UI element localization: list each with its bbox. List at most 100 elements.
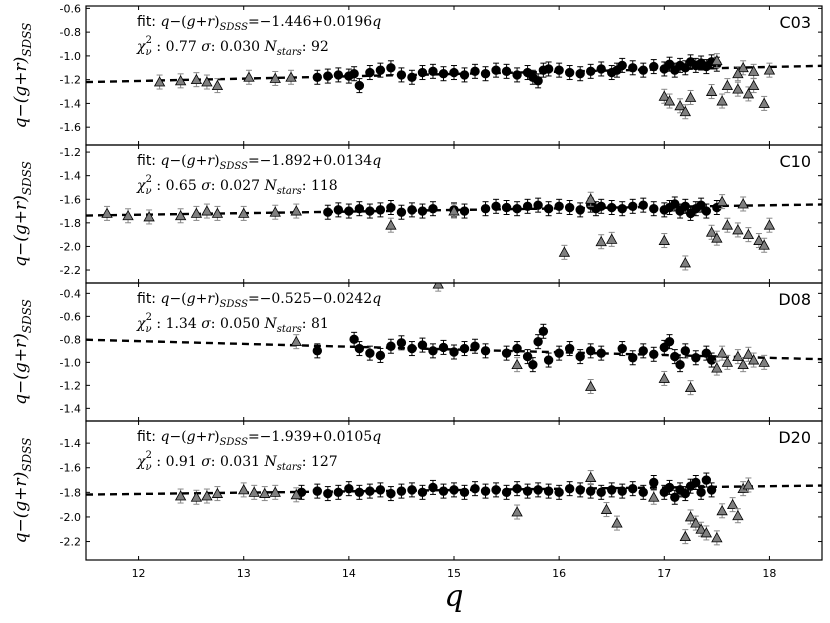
plot-area xyxy=(86,53,822,120)
data-point-circle xyxy=(449,485,459,495)
data-point-circle xyxy=(664,336,675,347)
x-tick-label: 14 xyxy=(342,567,356,580)
data-point-triangle xyxy=(658,234,670,245)
data-point-circle xyxy=(349,69,359,79)
data-point-triangle xyxy=(201,205,213,216)
data-point-circle xyxy=(438,486,449,496)
data-point-triangle xyxy=(385,219,397,230)
data-point-triangle xyxy=(674,99,686,111)
data-point-circle xyxy=(554,487,564,498)
data-point-circle xyxy=(522,351,533,362)
data-point-triangle xyxy=(705,226,718,237)
data-point-triangle xyxy=(558,246,571,257)
fit-annotation: fit: q−(g+r)SDSS=−1.939+0.0105q xyxy=(137,429,381,448)
data-point-triangle xyxy=(747,65,760,76)
data-point-triangle xyxy=(448,205,460,216)
data-point-triangle xyxy=(290,488,302,500)
data-point-circle xyxy=(628,353,638,363)
data-point-circle xyxy=(386,488,396,499)
data-point-circle xyxy=(564,483,575,494)
data-point-circle xyxy=(354,80,365,91)
data-point-circle xyxy=(512,483,522,494)
data-point-circle xyxy=(501,487,512,498)
data-point-circle xyxy=(459,70,470,80)
fit-line xyxy=(86,484,822,496)
data-point-circle xyxy=(501,66,512,77)
stats-annotation: χν2 : 1.34 σ: 0.050 Nstars: 81 xyxy=(136,312,329,335)
data-point-circle xyxy=(675,359,685,370)
data-point-circle xyxy=(596,487,606,498)
data-point-circle xyxy=(628,483,638,494)
y-axis-label: q−(g+r)SDSS xyxy=(11,161,34,267)
data-point-circle xyxy=(365,486,375,496)
panel-label: D08 xyxy=(778,290,811,309)
data-point-triangle xyxy=(600,503,613,514)
fit-annotation: fit: q−(g+r)SDSS=−0.525−0.0242q xyxy=(137,291,381,310)
data-point-circle xyxy=(691,353,701,363)
data-point-circle xyxy=(701,206,712,216)
data-point-circle xyxy=(491,65,501,75)
data-point-circle xyxy=(533,336,543,347)
data-point-triangle xyxy=(211,487,224,498)
data-point-circle xyxy=(480,203,491,214)
data-point-circle xyxy=(554,201,564,212)
stats-annotation: χν2 : 0.91 σ: 0.031 Nstars: 127 xyxy=(136,450,338,473)
y-tick-label: -1.0 xyxy=(60,356,81,369)
data-point-circle xyxy=(491,201,501,212)
y-tick-label: -0.8 xyxy=(60,26,81,39)
data-point-triangle xyxy=(732,224,744,235)
data-point-circle xyxy=(701,475,712,485)
data-point-circle xyxy=(554,65,564,75)
data-point-triangle xyxy=(101,207,113,218)
data-point-triangle xyxy=(711,362,723,373)
y-tick-label: -2.2 xyxy=(60,536,81,549)
data-point-triangle xyxy=(648,491,660,502)
y-tick-label: -2.2 xyxy=(60,264,81,277)
data-point-circle xyxy=(543,486,554,496)
data-point-circle xyxy=(596,201,606,212)
data-point-circle xyxy=(638,65,648,75)
data-point-circle xyxy=(585,346,596,356)
data-point-circle xyxy=(449,67,459,78)
data-point-triangle xyxy=(747,354,760,365)
y-tick-label: -1.0 xyxy=(60,50,81,63)
data-point-triangle xyxy=(732,83,744,94)
data-point-circle xyxy=(575,485,585,495)
data-point-circle xyxy=(344,206,354,216)
data-point-circle xyxy=(375,205,386,215)
data-point-circle xyxy=(396,207,407,217)
data-point-triangle xyxy=(742,88,755,99)
data-point-triangle xyxy=(742,479,755,490)
x-tick-label: 18 xyxy=(762,567,776,580)
y-tick-label: -1.4 xyxy=(60,170,81,183)
data-point-triangle xyxy=(658,372,670,383)
data-point-circle xyxy=(543,203,554,214)
y-tick-label: -0.6 xyxy=(60,2,81,15)
panel-c10: -1.2 -1.4 -1.6 -1.8 -2.0 -2.2 fit: q−(g+r)SDSS… xyxy=(11,144,823,284)
data-point-triangle xyxy=(585,471,597,482)
data-point-circle xyxy=(438,69,449,79)
data-point-circle xyxy=(428,346,438,356)
data-point-triangle xyxy=(238,207,250,218)
x-axis-label: q xyxy=(444,579,463,614)
data-point-circle xyxy=(533,485,543,495)
data-point-circle xyxy=(428,203,438,214)
y-tick-label: -1.4 xyxy=(60,437,81,450)
data-point-triangle xyxy=(511,358,523,370)
data-point-triangle xyxy=(711,54,723,66)
y-tick-label: -1.4 xyxy=(60,402,81,415)
y-axis-label: q−(g+r)SDSS xyxy=(11,438,34,544)
data-point-triangle xyxy=(606,233,618,244)
y-tick-label: -2.0 xyxy=(60,511,81,524)
data-point-triangle xyxy=(721,79,734,90)
data-point-circle xyxy=(617,60,627,71)
data-point-circle xyxy=(512,203,522,214)
data-point-triangle xyxy=(716,95,728,106)
data-point-circle xyxy=(354,487,365,498)
data-point-circle xyxy=(480,346,491,356)
panel-d08: -0.4 -0.6 -0.8 -1.0 -1.2 -1.4 fit: q−(g+r)SDSS… xyxy=(11,282,823,422)
data-point-circle xyxy=(543,64,554,74)
data-point-circle xyxy=(528,359,538,370)
data-point-circle xyxy=(696,200,706,210)
